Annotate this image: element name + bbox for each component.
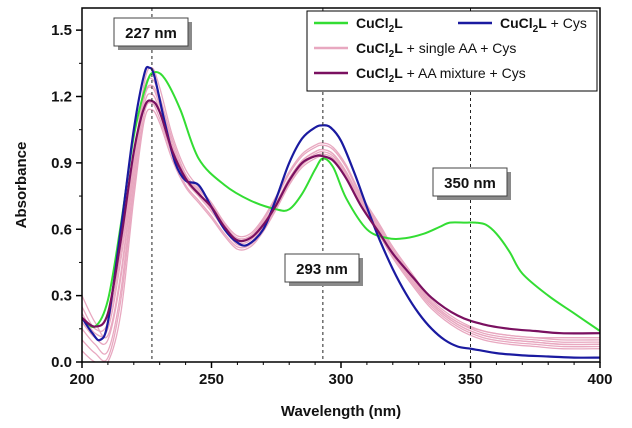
legend-entry-purple: CuCl2L + AA mixture + Cys xyxy=(314,65,526,85)
y-tick-label: 0.9 xyxy=(51,155,72,172)
annotation-label: 293 nm xyxy=(296,261,348,278)
x-tick-label: 250 xyxy=(199,371,224,388)
annotation-0: 227 nm xyxy=(113,17,192,50)
legend-entry-navy: CuCl2L + Cys xyxy=(458,15,587,35)
series-line-pink-8 xyxy=(82,86,600,346)
axes: 200 250 300 350 400 0.0 0.3 0.6 0.9 1.2 1.5 xyxy=(51,22,612,388)
series-line-green-0 xyxy=(82,70,600,332)
series-line-purple-2 xyxy=(82,99,600,335)
annotations: 227 nm 293 nm 350 nm xyxy=(113,17,511,286)
y-tick-label: 0.0 xyxy=(51,354,72,371)
annotation-label: 227 nm xyxy=(125,25,177,42)
x-tick-label: 400 xyxy=(587,371,612,388)
series-line-pink-9 xyxy=(82,108,600,362)
legend-label: CuCl2L + AA mixture + Cys xyxy=(356,65,526,85)
series-line-navy-1 xyxy=(82,65,600,359)
x-axis-title: Wavelength (nm) xyxy=(281,403,401,420)
x-tick-label: 200 xyxy=(69,371,94,388)
series-line-pink-4 xyxy=(82,93,600,355)
legend-entry-green: CuCl2L xyxy=(314,15,403,35)
y-axis-title: Absorbance xyxy=(13,142,30,229)
x-tick-label: 350 xyxy=(458,371,483,388)
y-tick-label: 0.3 xyxy=(51,288,72,305)
legend-entry-pink: CuCl2L + single AA + Cys xyxy=(314,40,516,60)
y-tick-label: 0.6 xyxy=(51,221,72,238)
legend-box xyxy=(306,10,598,92)
legend-label: CuCl2L + single AA + Cys xyxy=(356,40,516,60)
y-tick-label: 1.2 xyxy=(51,89,72,106)
annotation-2: 350 nm xyxy=(432,167,511,200)
annotation-label: 350 nm xyxy=(444,175,496,192)
x-tick-label: 300 xyxy=(328,371,353,388)
legend: CuCl2L CuCl2L + Cys CuCl2L + single AA + C… xyxy=(306,10,598,92)
y-tick-label: 1.5 xyxy=(51,22,72,39)
legend-label: CuCl2L xyxy=(356,15,403,35)
series-layer xyxy=(82,65,600,362)
annotation-1: 293 nm xyxy=(284,253,363,286)
legend-label: CuCl2L + Cys xyxy=(500,15,587,35)
